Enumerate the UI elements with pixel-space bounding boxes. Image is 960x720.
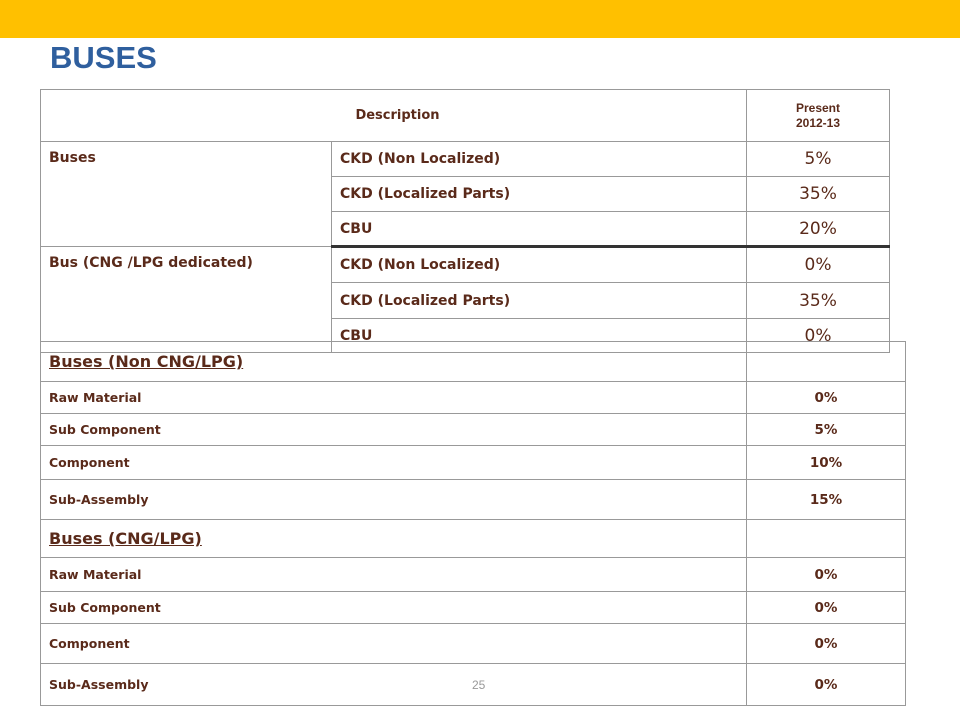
value-cell: 5% — [746, 141, 890, 177]
present-header: Present 2012-13 — [746, 89, 890, 142]
table-header-row: Description Present 2012-13 — [40, 89, 890, 142]
value-cell: 35% — [746, 282, 890, 319]
empty-cell — [746, 519, 906, 558]
group-label-bus-cng-lpg: Bus (CNG /LPG dedicated) — [40, 246, 332, 353]
table-row: CBU 20% — [41, 211, 890, 248]
table-row: Buses CKD (Non Localized) 5% — [40, 141, 890, 247]
value-cell: 0% — [746, 591, 906, 624]
table-row: Sub Component 5% — [40, 413, 906, 446]
type-cell: CBU — [331, 211, 747, 248]
value-cell: 10% — [746, 445, 906, 480]
value-cell: 0% — [746, 246, 890, 283]
table-row: Bus (CNG /LPG dedicated) CKD (Non Locali… — [40, 246, 890, 353]
value-cell: 0% — [746, 557, 906, 592]
description-header: Description — [40, 89, 747, 142]
section-title-non-cng: Buses (Non CNG/LPG) — [40, 341, 747, 382]
group-label-buses: Buses — [40, 141, 332, 247]
empty-cell — [746, 341, 906, 382]
value-cell: 0% — [746, 623, 906, 664]
page-number: 25 — [472, 678, 486, 692]
item-label: Sub Component — [40, 413, 747, 446]
value-cell: 20% — [746, 211, 890, 248]
table-row: Sub-Assembly 15% — [40, 479, 906, 520]
value-cell: 5% — [746, 413, 906, 446]
value-cell: 35% — [746, 176, 890, 212]
section-title-cng: Buses (CNG/LPG) — [40, 519, 747, 558]
table-row: Sub-Assembly 0% — [40, 663, 906, 706]
value-cell: 0% — [746, 381, 906, 414]
item-label: Raw Material — [40, 557, 747, 592]
table-row: CKD (Localized Parts) 35% — [41, 176, 890, 212]
item-label: Sub Component — [40, 591, 747, 624]
type-cell: CKD (Non Localized) — [331, 141, 747, 177]
slide-title: BUSES — [50, 40, 157, 75]
item-label: Sub-Assembly — [40, 663, 747, 706]
table-row: Component 0% — [40, 623, 906, 664]
item-label: Component — [40, 623, 747, 664]
present-header-line1: Present — [795, 100, 841, 115]
type-cell: CKD (Non Localized) — [331, 246, 747, 283]
value-cell: 15% — [746, 479, 906, 520]
item-label: Component — [40, 445, 747, 480]
table-row: Raw Material 0% — [40, 381, 906, 414]
type-cell: CKD (Localized Parts) — [331, 282, 747, 319]
type-cell: CKD (Localized Parts) — [331, 176, 747, 212]
item-label: Sub-Assembly — [40, 479, 747, 520]
top-accent-band — [0, 0, 960, 38]
section-header-row: Buses (Non CNG/LPG) — [40, 341, 906, 382]
table-row: CKD (Localized Parts) 35% — [41, 282, 890, 319]
table-row: Sub Component 0% — [40, 591, 906, 624]
localization-table: Buses (Non CNG/LPG) Raw Material 0% Sub … — [40, 341, 906, 706]
table-row: Component 10% — [40, 445, 906, 480]
item-label: Raw Material — [40, 381, 747, 414]
table-row: Raw Material 0% — [40, 557, 906, 592]
section-header-row: Buses (CNG/LPG) — [40, 519, 906, 558]
rate-table: Description Present 2012-13 Buses CKD (N… — [40, 89, 890, 353]
present-header-line2: 2012-13 — [795, 115, 841, 130]
value-cell: 0% — [746, 663, 906, 706]
